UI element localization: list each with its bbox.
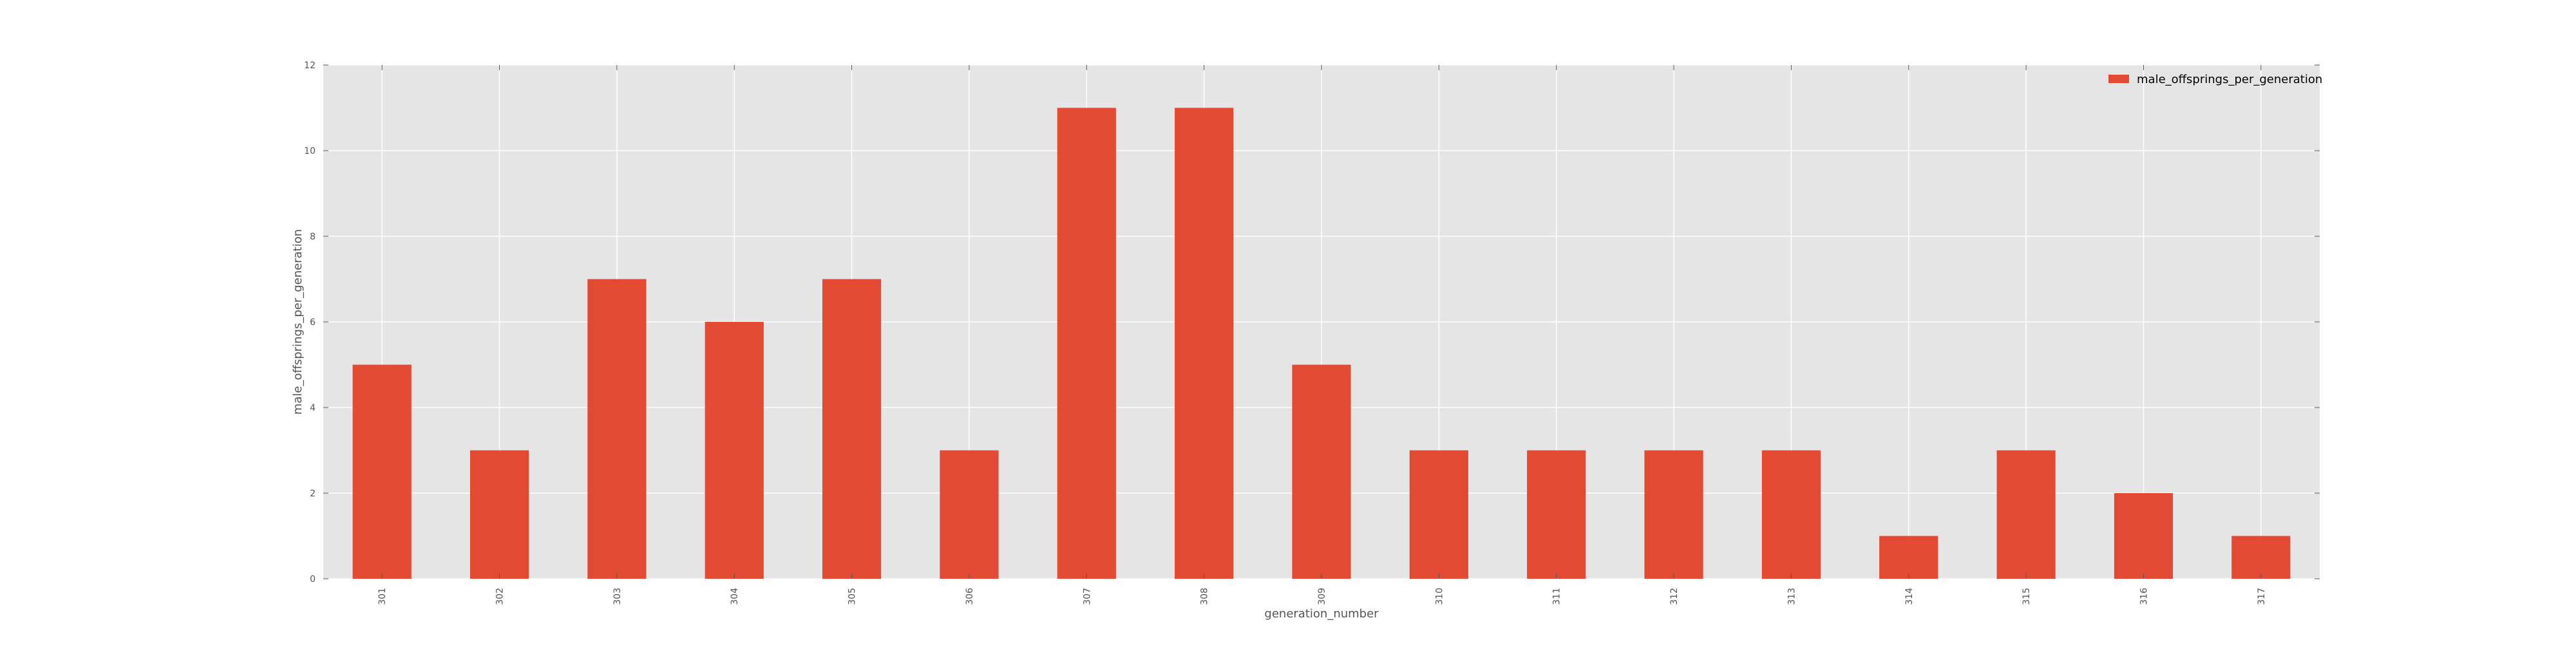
bar: [1761, 450, 1821, 579]
y-tick-label: 4: [310, 403, 316, 413]
x-tick-label: 315: [2022, 588, 2032, 605]
x-tick-label: 304: [730, 588, 740, 605]
axis-ticks: 0 2 4 6 8 10 12 301 302 303 304 305 306 307 308 309 310 3…: [304, 61, 2320, 605]
bar: [1644, 450, 1703, 579]
y-axis-title: male_offsprings_per_generation: [291, 229, 305, 415]
bar: [1996, 450, 2056, 579]
bar: [822, 279, 882, 579]
x-tick-label: 308: [1200, 588, 1210, 605]
bar: [587, 279, 647, 579]
y-tick-label: 8: [310, 232, 316, 242]
x-tick-label: 303: [612, 588, 623, 605]
y-tick-label: 0: [310, 574, 316, 585]
x-tick-label: 301: [377, 588, 388, 605]
bar: [1879, 536, 1938, 579]
bar: [1527, 450, 1586, 579]
y-tick-label: 2: [310, 489, 316, 499]
bar: [352, 364, 412, 579]
legend-swatch: [2108, 75, 2129, 83]
x-tick-label: 307: [1082, 588, 1092, 605]
x-tick-label: 314: [1904, 588, 1915, 605]
x-tick-label: 305: [848, 588, 858, 605]
bar: [2231, 536, 2291, 579]
bar: [1175, 108, 1234, 579]
x-tick-label: 313: [1786, 588, 1797, 605]
x-tick-label: 317: [2257, 588, 2267, 605]
x-tick-label: 311: [1552, 588, 1562, 605]
bar: [1292, 364, 1351, 579]
bar: [705, 322, 764, 579]
x-tick-label: 302: [495, 588, 506, 605]
x-tick-label: 312: [1669, 588, 1680, 605]
bar: [940, 450, 999, 579]
bar: [1057, 108, 1116, 579]
y-tick-label: 6: [310, 317, 316, 328]
x-tick-label: 310: [1434, 588, 1444, 605]
legend: male_offsprings_per_generation: [2108, 73, 2322, 86]
bar: [469, 450, 529, 579]
legend-label: male_offsprings_per_generation: [2137, 73, 2322, 86]
x-tick-label: 316: [2139, 588, 2149, 605]
x-axis-title: generation_number: [1264, 607, 1379, 621]
bar: [2114, 493, 2174, 579]
y-tick-label: 12: [304, 61, 316, 71]
y-tick-label: 10: [304, 146, 316, 156]
bars: [352, 108, 2291, 579]
x-tick-label: 306: [965, 588, 975, 605]
bar: [1409, 450, 1468, 579]
x-tick-label: 309: [1317, 588, 1327, 605]
